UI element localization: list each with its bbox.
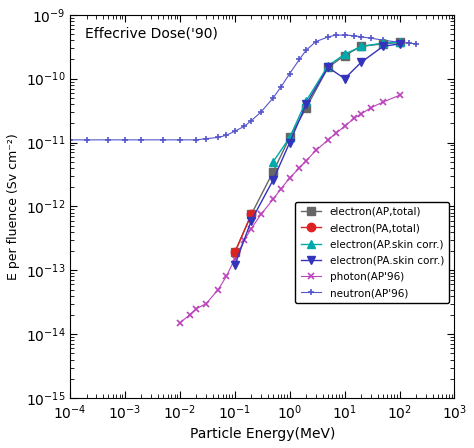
photon(AP'96) — [333, 130, 339, 136]
neutron(AP'96) — [397, 39, 402, 45]
electron(PA.skin corr.) — [358, 60, 364, 65]
neutron(AP'96) — [406, 40, 412, 46]
neutron(AP'96) — [84, 137, 90, 142]
neutron(AP'96) — [287, 71, 292, 76]
electron(AP,total) — [287, 135, 292, 140]
neutron(AP'96) — [161, 137, 166, 142]
photon(AP'96) — [342, 124, 347, 129]
electron(AP.skin corr.) — [325, 63, 331, 68]
electron(AP,total) — [270, 169, 276, 174]
photon(AP'96) — [313, 148, 319, 153]
neutron(AP'96) — [325, 34, 331, 39]
neutron(AP'96) — [177, 137, 182, 142]
electron(AP.skin corr.) — [287, 135, 292, 140]
electron(PA,total) — [248, 212, 254, 217]
Line: electron(PA,total): electron(PA,total) — [231, 210, 255, 257]
photon(AP'96) — [325, 137, 331, 142]
neutron(AP'96) — [193, 137, 199, 142]
neutron(AP'96) — [258, 109, 264, 115]
photon(AP'96) — [223, 274, 229, 279]
X-axis label: Particle Energy(MeV): Particle Energy(MeV) — [190, 427, 335, 441]
neutron(AP'96) — [342, 32, 347, 38]
photon(AP'96) — [177, 320, 182, 326]
neutron(AP'96) — [248, 118, 254, 123]
electron(AP.skin corr.) — [358, 43, 364, 49]
electron(AP,total) — [358, 43, 364, 49]
electron(PA,total) — [232, 250, 237, 255]
neutron(AP'96) — [380, 38, 386, 43]
Y-axis label: E per fluence (Sv cm⁻²): E per fluence (Sv cm⁻²) — [7, 133, 20, 280]
photon(AP'96) — [278, 186, 284, 191]
photon(AP'96) — [270, 196, 276, 202]
neutron(AP'96) — [413, 41, 419, 47]
Text: Effecrive Dose('90): Effecrive Dose('90) — [85, 26, 219, 40]
electron(AP.skin corr.) — [380, 40, 386, 46]
electron(AP.skin corr.) — [397, 39, 402, 45]
neutron(AP'96) — [203, 136, 209, 141]
photon(AP'96) — [203, 301, 209, 306]
Line: photon(AP'96): photon(AP'96) — [177, 92, 402, 326]
photon(AP'96) — [368, 105, 374, 111]
electron(AP,total) — [325, 65, 331, 70]
electron(PA.skin corr.) — [397, 41, 402, 47]
Line: neutron(AP'96): neutron(AP'96) — [67, 32, 419, 142]
neutron(AP'96) — [358, 34, 364, 39]
photon(AP'96) — [215, 287, 221, 292]
electron(AP,total) — [342, 53, 347, 58]
photon(AP'96) — [397, 93, 402, 98]
electron(PA.skin corr.) — [270, 177, 276, 183]
photon(AP'96) — [358, 111, 364, 116]
photon(AP'96) — [248, 226, 254, 231]
neutron(AP'96) — [215, 135, 221, 140]
electron(AP,total) — [232, 250, 237, 255]
electron(AP.skin corr.) — [270, 159, 276, 164]
neutron(AP'96) — [333, 32, 339, 38]
Line: electron(AP.skin corr.): electron(AP.skin corr.) — [269, 38, 404, 166]
electron(PA.skin corr.) — [380, 43, 386, 49]
neutron(AP'96) — [368, 35, 374, 41]
photon(AP'96) — [297, 165, 302, 171]
Legend: electron(AP,total), electron(PA,total), electron(AP.skin corr.), electron(PA.ski: electron(AP,total), electron(PA,total), … — [295, 202, 449, 303]
electron(AP.skin corr.) — [303, 98, 309, 103]
neutron(AP'96) — [232, 129, 237, 134]
photon(AP'96) — [351, 116, 357, 121]
neutron(AP'96) — [106, 137, 111, 142]
neutron(AP'96) — [278, 84, 284, 89]
electron(PA.skin corr.) — [342, 76, 347, 82]
neutron(AP'96) — [138, 137, 144, 142]
neutron(AP'96) — [67, 137, 73, 142]
neutron(AP'96) — [313, 39, 319, 44]
electron(AP,total) — [303, 105, 309, 111]
Line: electron(AP,total): electron(AP,total) — [231, 38, 404, 257]
electron(AP,total) — [397, 39, 402, 45]
neutron(AP'96) — [223, 133, 229, 138]
neutron(AP'96) — [297, 57, 302, 62]
electron(PA.skin corr.) — [287, 140, 292, 145]
Line: electron(PA.skin corr.): electron(PA.skin corr.) — [231, 40, 404, 269]
electron(PA.skin corr.) — [325, 65, 331, 70]
neutron(AP'96) — [270, 95, 276, 100]
photon(AP'96) — [380, 99, 386, 105]
electron(AP.skin corr.) — [342, 52, 347, 57]
photon(AP'96) — [187, 312, 192, 318]
neutron(AP'96) — [242, 124, 247, 129]
electron(PA.skin corr.) — [248, 218, 254, 223]
neutron(AP'96) — [303, 47, 309, 53]
neutron(AP'96) — [122, 137, 128, 142]
photon(AP'96) — [303, 158, 309, 164]
electron(PA.skin corr.) — [232, 263, 237, 268]
electron(AP,total) — [380, 41, 386, 47]
photon(AP'96) — [287, 175, 292, 181]
photon(AP'96) — [193, 306, 199, 311]
photon(AP'96) — [242, 237, 247, 242]
photon(AP'96) — [232, 256, 237, 262]
electron(PA.skin corr.) — [303, 101, 309, 107]
electron(AP,total) — [248, 212, 254, 217]
photon(AP'96) — [258, 212, 264, 217]
neutron(AP'96) — [351, 33, 357, 39]
